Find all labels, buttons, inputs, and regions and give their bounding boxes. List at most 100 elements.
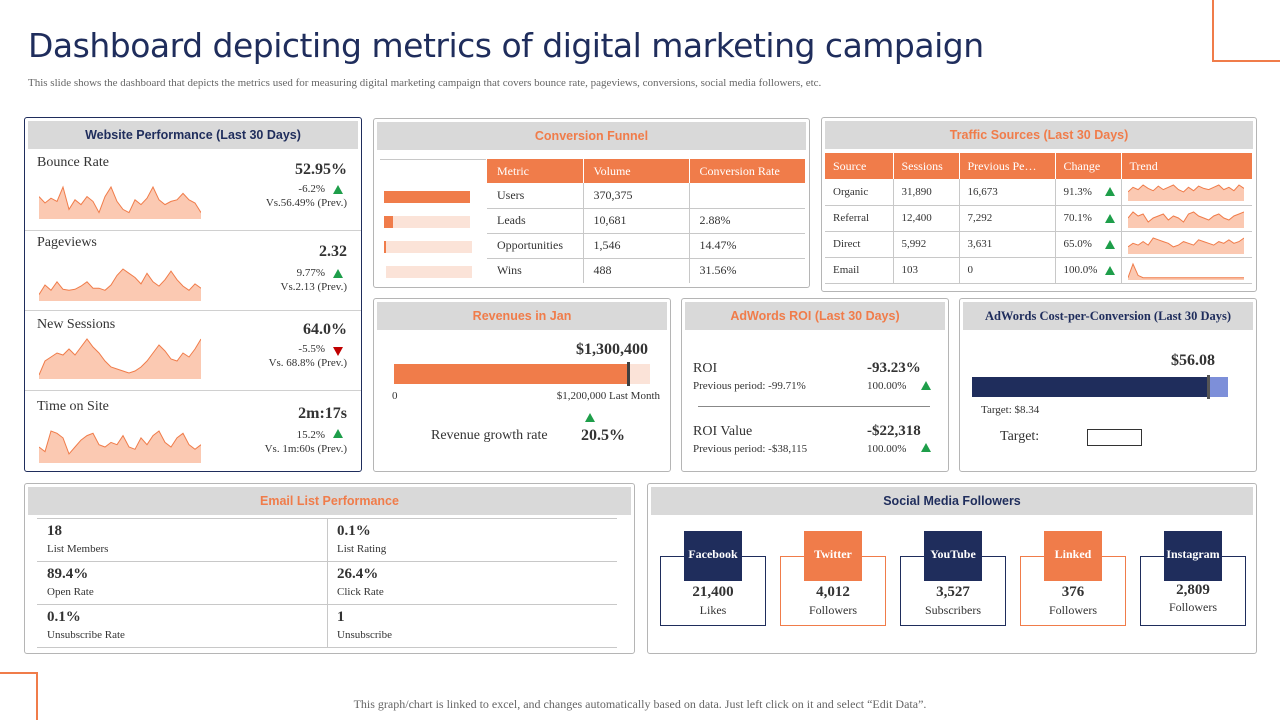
table-row[interactable]: Email 103 0 100.0%	[825, 257, 1252, 284]
cell-source: Organic	[825, 179, 894, 206]
column-header: Metric	[487, 159, 584, 183]
cell-change: 65.0%	[1055, 231, 1122, 258]
trend-sparkline	[1127, 184, 1244, 201]
cell-trend	[1121, 179, 1252, 206]
funnel-bar-opportunities	[384, 241, 472, 253]
cell-sessions: 12,400	[893, 205, 960, 232]
conversion-funnel-title: Conversion Funnel	[377, 122, 806, 150]
trend-up-icon	[333, 269, 343, 278]
revenue-growth-value: 20.5%	[581, 427, 625, 444]
conversion-funnel-panel[interactable]: Conversion Funnel Metric Volume Conversi…	[373, 118, 810, 288]
table-row[interactable]: Leads 10,681 2.88%	[487, 208, 805, 234]
trend-up-icon	[921, 381, 931, 390]
cell-previous: 3,631	[959, 231, 1056, 258]
metric-row-new-sessions[interactable]: New Sessions 64.0% -5.5% Vs. 68.8% (Prev…	[25, 311, 361, 391]
cpc-value: $56.08	[1171, 352, 1215, 369]
column-header: Conversion Rate	[689, 159, 805, 183]
revenue-bar-track	[394, 362, 650, 386]
revenues-panel[interactable]: Revenues in Jan $1,300,400 0 $1,200,000 …	[373, 298, 671, 472]
trend-up-icon	[333, 185, 343, 194]
metric-name: New Sessions	[37, 317, 116, 332]
column-header: Trend	[1121, 153, 1252, 179]
metric-row-bounce-rate[interactable]: Bounce Rate 52.95% -6.2% Vs.56.49% (Prev…	[25, 151, 361, 231]
traffic-sources-panel[interactable]: Traffic Sources (Last 30 Days) Source Se…	[821, 117, 1257, 292]
social-card-linkedin[interactable]: 376 Followers	[1020, 556, 1126, 626]
social-media-title: Social Media Followers	[651, 487, 1253, 515]
cpc-target-input[interactable]	[1087, 429, 1142, 446]
revenues-title: Revenues in Jan	[377, 302, 667, 330]
roi-label: ROI	[693, 361, 718, 376]
metric-value: 64.0%	[303, 321, 347, 338]
funnel-bar-leads	[384, 216, 470, 228]
stat-label: List Rating	[337, 543, 387, 555]
sparkline-line	[39, 338, 201, 376]
sparkline-area	[39, 187, 201, 219]
change-value: 65.0%	[1063, 238, 1092, 250]
change-value: 91.3%	[1063, 185, 1092, 198]
metric-sparkline	[39, 185, 201, 219]
cell-rate: 2.88%	[689, 208, 805, 234]
metric-row-pageviews[interactable]: Pageviews 2.32 9.77% Vs.2.13 (Prev.)	[25, 231, 361, 311]
column-header: Source	[825, 153, 894, 179]
stat-value: 1	[337, 609, 345, 625]
sparkline-line	[39, 430, 201, 455]
follower-unit: Followers	[1169, 600, 1217, 614]
metric-sparkline	[39, 338, 201, 379]
revenue-growth-label: Revenue growth rate	[431, 428, 548, 443]
table-row[interactable]: Direct 5,992 3,631 65.0%	[825, 231, 1252, 258]
table-row[interactable]: Referral 12,400 7,292 70.1%	[825, 205, 1252, 232]
traffic-sources-title: Traffic Sources (Last 30 Days)	[825, 121, 1253, 149]
table-row[interactable]: Opportunities 1,546 14.47%	[487, 233, 805, 259]
trend-up-icon	[1104, 265, 1115, 275]
trend-up-icon	[1104, 213, 1115, 223]
roi-value-change: 100.00%	[867, 443, 907, 455]
youtube-badge: YouTube	[924, 531, 982, 581]
revenue-target-marker	[627, 362, 631, 386]
change-value: 100.0%	[1063, 264, 1098, 276]
table-row[interactable]: Wins 488 31.56%	[487, 258, 805, 283]
cell-sessions: 5,992	[893, 231, 960, 258]
cell-previous: 0	[959, 257, 1056, 284]
sparkline-area	[1127, 263, 1244, 280]
stat-value: 0.1%	[337, 523, 371, 539]
sparkline-line	[1127, 184, 1244, 193]
metric-delta: 9.77%	[296, 267, 325, 279]
roi-previous: Previous period: -99.71%	[693, 380, 806, 392]
cell-source: Email	[825, 257, 894, 284]
cell-trend	[1121, 257, 1252, 284]
traffic-sources-table: Source Sessions Previous Pe… Change Tren…	[825, 153, 1252, 284]
roi-value-previous: Previous period: -$38,115	[693, 443, 808, 455]
sparkline-area	[1127, 185, 1244, 201]
sparkline-line	[1127, 236, 1244, 247]
follower-count: 3,527	[936, 584, 970, 600]
roi-value-amount: -$22,318	[867, 423, 921, 439]
metric-value: 2m:17s	[298, 405, 347, 422]
funnel-bar-users	[384, 191, 470, 203]
email-stat-unsubscribe: 1 Unsubscribe	[327, 605, 617, 648]
trend-up-icon	[921, 443, 931, 452]
trend-up-icon	[585, 413, 595, 422]
email-list-panel[interactable]: Email List Performance 18 List Members 0…	[24, 483, 635, 654]
adwords-roi-title: AdWords ROI (Last 30 Days)	[685, 302, 945, 330]
cell-sessions: 31,890	[893, 179, 960, 206]
stat-value: 18	[47, 523, 62, 539]
cell-metric: Leads	[487, 208, 584, 234]
metric-row-time-on-site[interactable]: Time on Site 2m:17s 15.2% Vs. 1m:60s (Pr…	[25, 391, 361, 471]
metric-previous: Vs.56.49% (Prev.)	[265, 197, 347, 209]
adwords-roi-panel[interactable]: AdWords ROI (Last 30 Days) ROI -93.23% P…	[681, 298, 949, 472]
social-media-panel[interactable]: Social Media Followers 21,400 Likes Face…	[647, 483, 1257, 654]
revenue-axis-min: 0	[392, 390, 398, 402]
stat-value: 26.4%	[337, 566, 379, 582]
adwords-cpc-panel[interactable]: AdWords Cost-per-Conversion (Last 30 Day…	[959, 298, 1257, 472]
stat-label: Unsubscribe Rate	[47, 629, 125, 641]
stat-label: List Members	[47, 543, 109, 555]
table-row[interactable]: Users 370,375	[487, 183, 805, 209]
metric-previous: Vs. 1m:60s (Prev.)	[264, 443, 347, 455]
table-row[interactable]: Organic 31,890 16,673 91.3%	[825, 179, 1252, 206]
website-performance-panel[interactable]: Website Performance (Last 30 Days) Bounc…	[24, 117, 362, 472]
trend-sparkline	[1127, 262, 1244, 280]
cell-metric: Wins	[487, 258, 584, 283]
cell-change: 91.3%	[1055, 179, 1122, 206]
metric-previous: Vs. 68.8% (Prev.)	[268, 357, 347, 369]
cell-previous: 7,292	[959, 205, 1056, 232]
